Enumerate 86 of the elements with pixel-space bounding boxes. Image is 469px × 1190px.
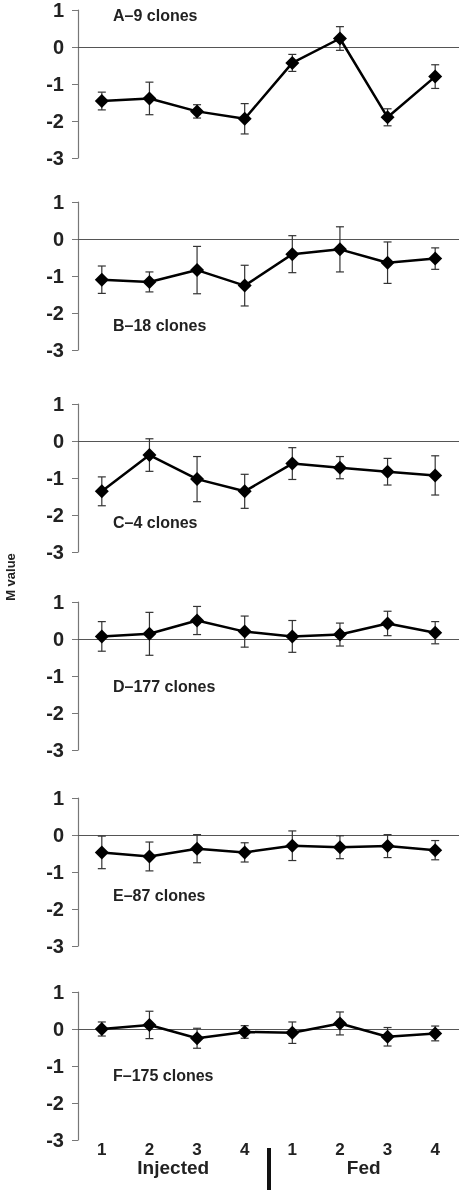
- text: F–175 clones: [113, 1066, 214, 1084]
- x-tick-label: 1: [287, 1140, 298, 1159]
- point: [285, 629, 300, 644]
- y-axis-title: M value: [2, 553, 18, 601]
- y-tick-label: 1: [52, 393, 64, 415]
- point: [428, 251, 443, 266]
- text: E–87 clones: [113, 887, 206, 905]
- point: [142, 91, 157, 106]
- text: Fed: [346, 1157, 381, 1178]
- point: [380, 839, 395, 854]
- y-tick-label: 1: [52, 0, 64, 21]
- y-tick-label: -2: [46, 110, 64, 132]
- point: [190, 263, 205, 278]
- y-tick-label: -3: [46, 1129, 64, 1151]
- y-tick-label: -2: [46, 702, 64, 724]
- point: [332, 1016, 347, 1031]
- point: [142, 274, 157, 289]
- y-tick-label: 0: [52, 1018, 64, 1040]
- y-tick-label: -2: [46, 504, 64, 526]
- point: [332, 242, 347, 257]
- y-tick-label: -2: [46, 898, 64, 920]
- point: [237, 624, 252, 639]
- point: [285, 1025, 300, 1040]
- y-tick-label: 0: [52, 628, 64, 650]
- y-tick-label: -2: [46, 302, 64, 324]
- text: Injected: [137, 1157, 210, 1178]
- x-tick-label: 2: [144, 1140, 155, 1159]
- point: [285, 247, 300, 262]
- y-tick-label: 1: [52, 191, 64, 213]
- point: [428, 69, 443, 84]
- point: [428, 625, 443, 640]
- y-tick-label: -2: [46, 1092, 64, 1114]
- point: [285, 838, 300, 853]
- y-tick-label: -3: [46, 935, 64, 957]
- point: [94, 629, 109, 644]
- chart-title: A–9 clones: [113, 6, 198, 24]
- point: [190, 841, 205, 856]
- text: B–18 clones: [113, 317, 207, 335]
- y-tick-label: -1: [46, 467, 64, 489]
- x-tick-label: 1: [97, 1140, 107, 1159]
- point: [142, 1017, 157, 1032]
- y-tick-label: 0: [52, 228, 64, 250]
- point: [285, 456, 300, 471]
- y-tick-label: 1: [52, 981, 64, 1003]
- point: [332, 627, 347, 642]
- y-tick-label: -3: [46, 541, 64, 563]
- y-tick-label: -1: [46, 1055, 64, 1077]
- y-tick-label: 0: [52, 824, 64, 846]
- point: [380, 464, 395, 479]
- point: [94, 845, 109, 860]
- y-tick-label: 0: [52, 36, 64, 58]
- text: D–177 clones: [113, 678, 216, 696]
- y-tick-label: 1: [52, 591, 64, 613]
- point: [428, 468, 443, 483]
- point: [190, 613, 205, 628]
- y-tick-label: -3: [46, 739, 64, 761]
- x-tick-label: 4: [430, 1140, 441, 1159]
- y-tick-label: -1: [46, 665, 64, 687]
- point: [190, 472, 205, 487]
- point: [332, 460, 347, 475]
- y-tick-label: -1: [46, 861, 64, 883]
- x-tick-label: 2: [335, 1140, 345, 1159]
- point: [94, 484, 109, 499]
- point: [142, 448, 157, 463]
- point: [142, 849, 157, 864]
- point: [237, 111, 252, 126]
- x-tick-label: 3: [382, 1140, 393, 1159]
- point: [237, 484, 252, 499]
- point: [332, 31, 347, 46]
- point: [380, 255, 395, 270]
- point: [190, 1031, 205, 1046]
- point: [332, 840, 347, 855]
- x-tick-label: 3: [192, 1140, 202, 1159]
- y-tick-label: 1: [52, 787, 64, 809]
- x-tick-label: 4: [239, 1140, 250, 1159]
- y-tick-label: 0: [52, 430, 64, 452]
- y-tick-label: -1: [46, 265, 64, 287]
- text: C–4 clones: [113, 513, 198, 531]
- point: [380, 616, 395, 631]
- point: [142, 626, 157, 641]
- point: [428, 843, 443, 858]
- point: [94, 272, 109, 287]
- y-tick-label: -1: [46, 73, 64, 95]
- y-tick-label: -3: [46, 147, 64, 169]
- y-tick-label: -3: [46, 339, 64, 361]
- point: [237, 278, 252, 293]
